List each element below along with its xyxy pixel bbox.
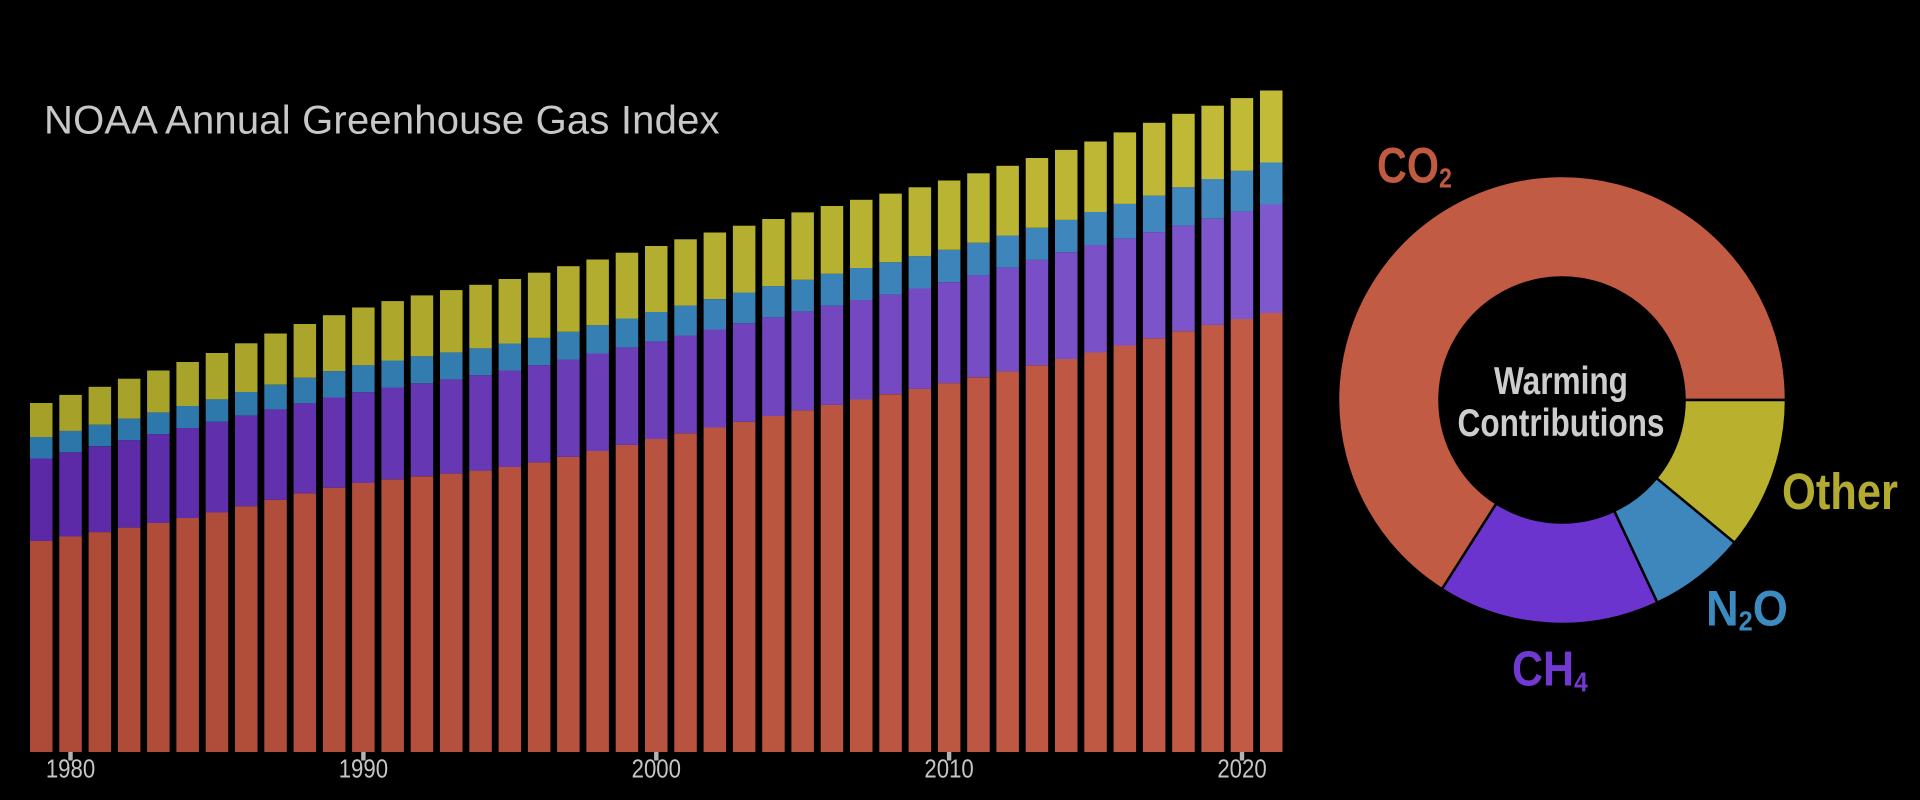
svg-text:2020: 2020 xyxy=(1217,755,1266,784)
svg-text:CH4: CH4 xyxy=(1512,641,1588,698)
svg-text:1980: 1980 xyxy=(46,755,95,784)
svg-text:Other: Other xyxy=(1782,464,1898,521)
svg-text:2010: 2010 xyxy=(924,755,973,784)
svg-text:Warming: Warming xyxy=(1494,359,1628,403)
svg-text:2000: 2000 xyxy=(632,755,681,784)
svg-text:N2O: N2O xyxy=(1706,581,1788,637)
svg-text:Contributions: Contributions xyxy=(1458,401,1665,445)
svg-text:NOAA Annual Greenhouse Gas Ind: NOAA Annual Greenhouse Gas Index xyxy=(44,99,720,143)
svg-text:1990: 1990 xyxy=(339,755,388,784)
